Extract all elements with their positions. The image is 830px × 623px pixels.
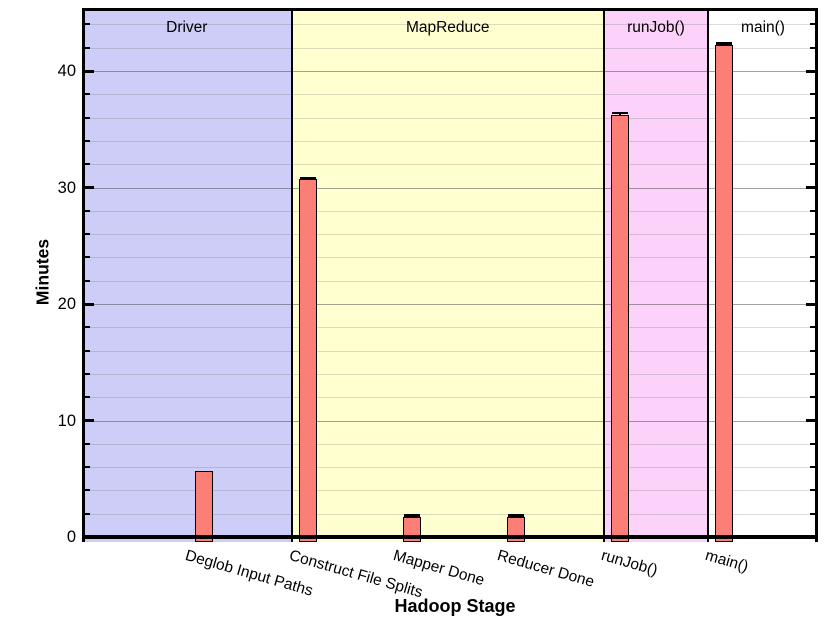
right-major-tick xyxy=(806,302,815,306)
right-minor-tick xyxy=(810,256,815,259)
y-tick-label: 10 xyxy=(57,411,76,430)
right-minor-tick xyxy=(810,209,815,212)
left-minor-tick xyxy=(85,442,90,445)
error-bar-cap xyxy=(299,177,316,180)
right-minor-tick xyxy=(810,116,815,119)
left-minor-tick xyxy=(85,326,90,329)
bar xyxy=(715,45,733,542)
x-axis-line xyxy=(82,535,818,539)
region-boundary xyxy=(602,8,605,542)
x-tick-label: Reducer Done xyxy=(495,547,596,591)
y-tick-label: 20 xyxy=(57,295,76,313)
left-minor-tick xyxy=(85,233,90,236)
right-major-tick xyxy=(806,419,815,422)
major-gridline xyxy=(82,187,818,189)
x-tick-label: runJob() xyxy=(599,547,660,580)
minor-gridline xyxy=(82,164,818,166)
right-minor-tick xyxy=(810,396,815,399)
region-label: runJob() xyxy=(627,19,685,36)
region-label: Driver xyxy=(166,19,208,36)
right-minor-tick xyxy=(810,512,815,515)
error-bar-cap xyxy=(611,111,628,115)
right-minor-tick xyxy=(810,279,815,282)
right-minor-tick xyxy=(810,489,815,492)
left-major-tick xyxy=(85,419,94,422)
right-minor-tick xyxy=(810,349,815,352)
region-boundary xyxy=(290,8,293,542)
right-minor-tick xyxy=(810,139,815,142)
minor-gridline xyxy=(82,350,818,352)
right-minor-tick xyxy=(810,23,815,26)
left-minor-tick xyxy=(85,396,90,399)
x-axis-title: Hadoop Stage xyxy=(394,596,516,616)
left-minor-tick xyxy=(85,46,90,49)
left-minor-tick xyxy=(85,372,90,375)
plot-area: Driver MapReduce runJob() main() xyxy=(82,8,818,542)
region-mapreduce xyxy=(291,8,604,542)
minor-gridline xyxy=(82,47,818,49)
y-axis-title-text: Minutes xyxy=(32,238,53,306)
region-label: MapReduce xyxy=(405,19,490,36)
left-minor-tick xyxy=(85,466,90,469)
minor-gridline xyxy=(82,443,818,445)
region-boundary xyxy=(707,8,709,542)
minor-gridline xyxy=(82,24,818,26)
error-bar-cap xyxy=(716,42,732,45)
x-tick-label: main() xyxy=(703,547,751,576)
left-minor-tick xyxy=(85,512,90,515)
left-minor-tick xyxy=(85,489,90,492)
minor-gridline xyxy=(82,490,818,492)
minor-gridline xyxy=(82,280,818,282)
minor-gridline xyxy=(82,373,818,375)
right-minor-tick xyxy=(810,93,815,96)
error-bar-cap xyxy=(403,514,420,517)
left-minor-tick xyxy=(85,139,90,142)
major-gridline xyxy=(82,71,818,72)
minor-gridline xyxy=(82,117,818,119)
right-minor-tick xyxy=(810,466,815,469)
right-major-tick xyxy=(806,69,815,73)
minor-gridline xyxy=(82,467,818,469)
error-bar-cap xyxy=(507,514,524,517)
region-driver xyxy=(82,8,292,542)
right-minor-tick xyxy=(810,442,815,445)
left-minor-tick xyxy=(85,93,90,96)
left-minor-tick xyxy=(85,349,90,352)
left-minor-tick xyxy=(85,279,90,282)
left-major-tick xyxy=(85,186,94,189)
bar xyxy=(194,470,213,542)
major-gridline xyxy=(82,304,818,305)
left-minor-tick xyxy=(85,116,90,119)
region-label: main() xyxy=(741,19,785,36)
minor-gridline xyxy=(82,513,818,515)
minor-gridline xyxy=(82,327,818,329)
minor-gridline xyxy=(82,140,818,142)
y-tick-label: 0 xyxy=(66,528,76,546)
major-gridline xyxy=(82,420,818,422)
minor-gridline xyxy=(82,94,818,96)
left-major-tick xyxy=(85,69,94,73)
minor-gridline xyxy=(82,210,818,212)
left-minor-tick xyxy=(85,256,90,259)
minor-gridline xyxy=(82,257,818,259)
minor-gridline xyxy=(82,234,818,236)
left-minor-tick xyxy=(85,23,90,26)
right-minor-tick xyxy=(810,233,815,236)
bar xyxy=(298,179,317,542)
bar xyxy=(610,115,629,542)
right-minor-tick xyxy=(810,46,815,49)
left-major-tick xyxy=(85,302,94,306)
right-minor-tick xyxy=(810,163,815,166)
right-minor-tick xyxy=(810,372,815,375)
minor-gridline xyxy=(82,397,818,399)
right-major-tick xyxy=(806,186,815,189)
left-minor-tick xyxy=(85,209,90,212)
y-tick-label: 40 xyxy=(57,62,76,80)
y-tick-label: 30 xyxy=(57,178,76,197)
right-minor-tick xyxy=(810,326,815,329)
left-minor-tick xyxy=(85,163,90,166)
